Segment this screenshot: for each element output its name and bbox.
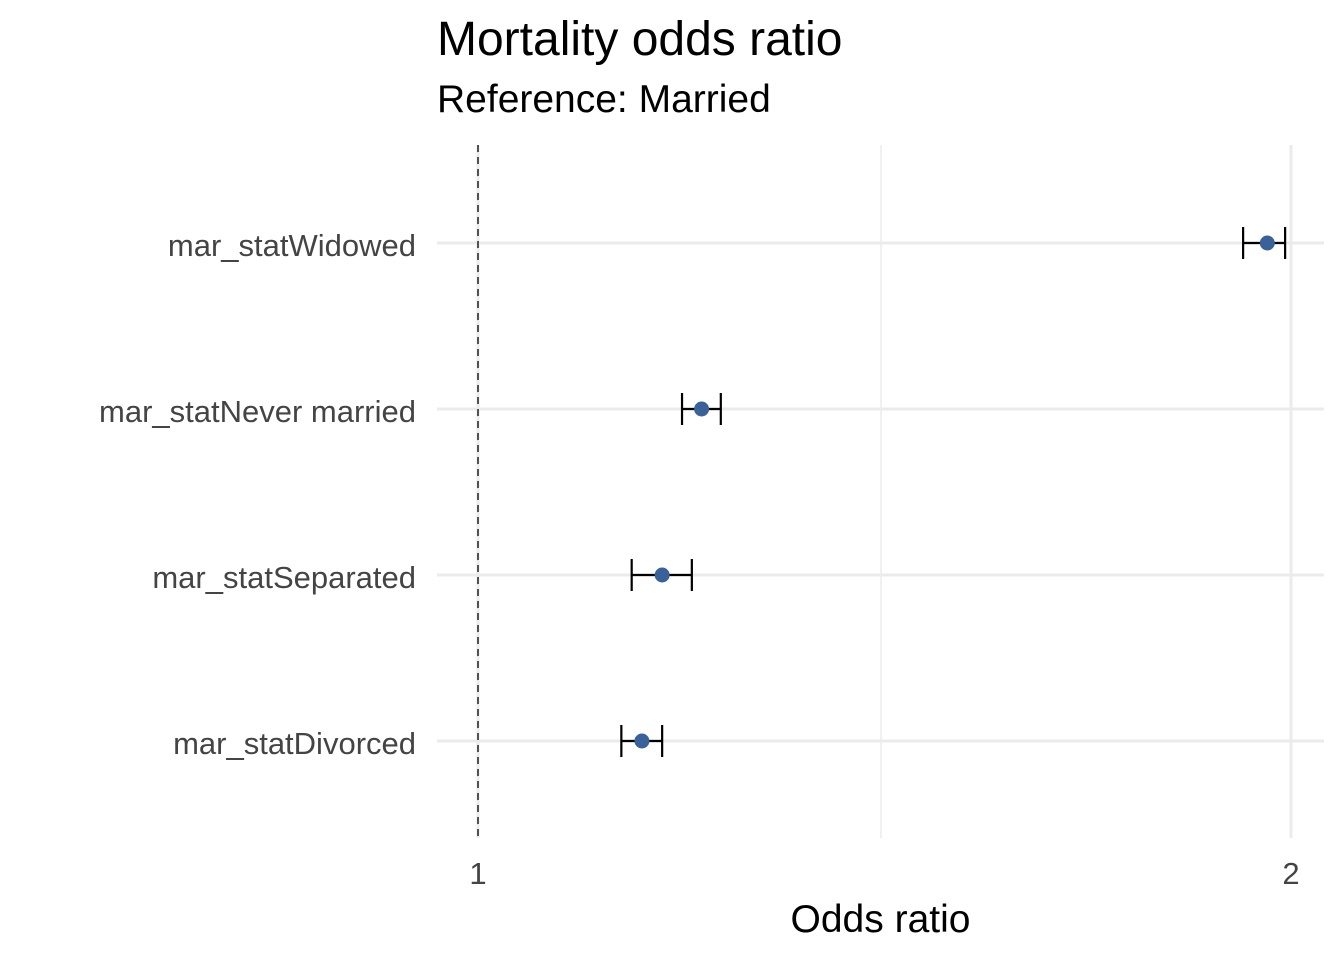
x-axis-title: Odds ratio: [791, 898, 971, 941]
chart-subtitle: Reference: Married: [437, 78, 771, 121]
x-tick-label-0: 1: [469, 856, 486, 891]
chart-title: Mortality odds ratio: [437, 13, 843, 66]
point-1: [694, 401, 710, 417]
x-tick-label-1: 2: [1282, 856, 1299, 891]
y-tick-label-1: mar_statNever married: [99, 394, 416, 429]
point-3: [634, 733, 650, 749]
y-tick-label-0: mar_statWidowed: [168, 228, 416, 263]
point-2: [654, 567, 670, 583]
y-tick-label-3: mar_statDivorced: [173, 726, 416, 761]
y-tick-label-2: mar_statSeparated: [152, 560, 416, 595]
point-0: [1259, 235, 1275, 251]
